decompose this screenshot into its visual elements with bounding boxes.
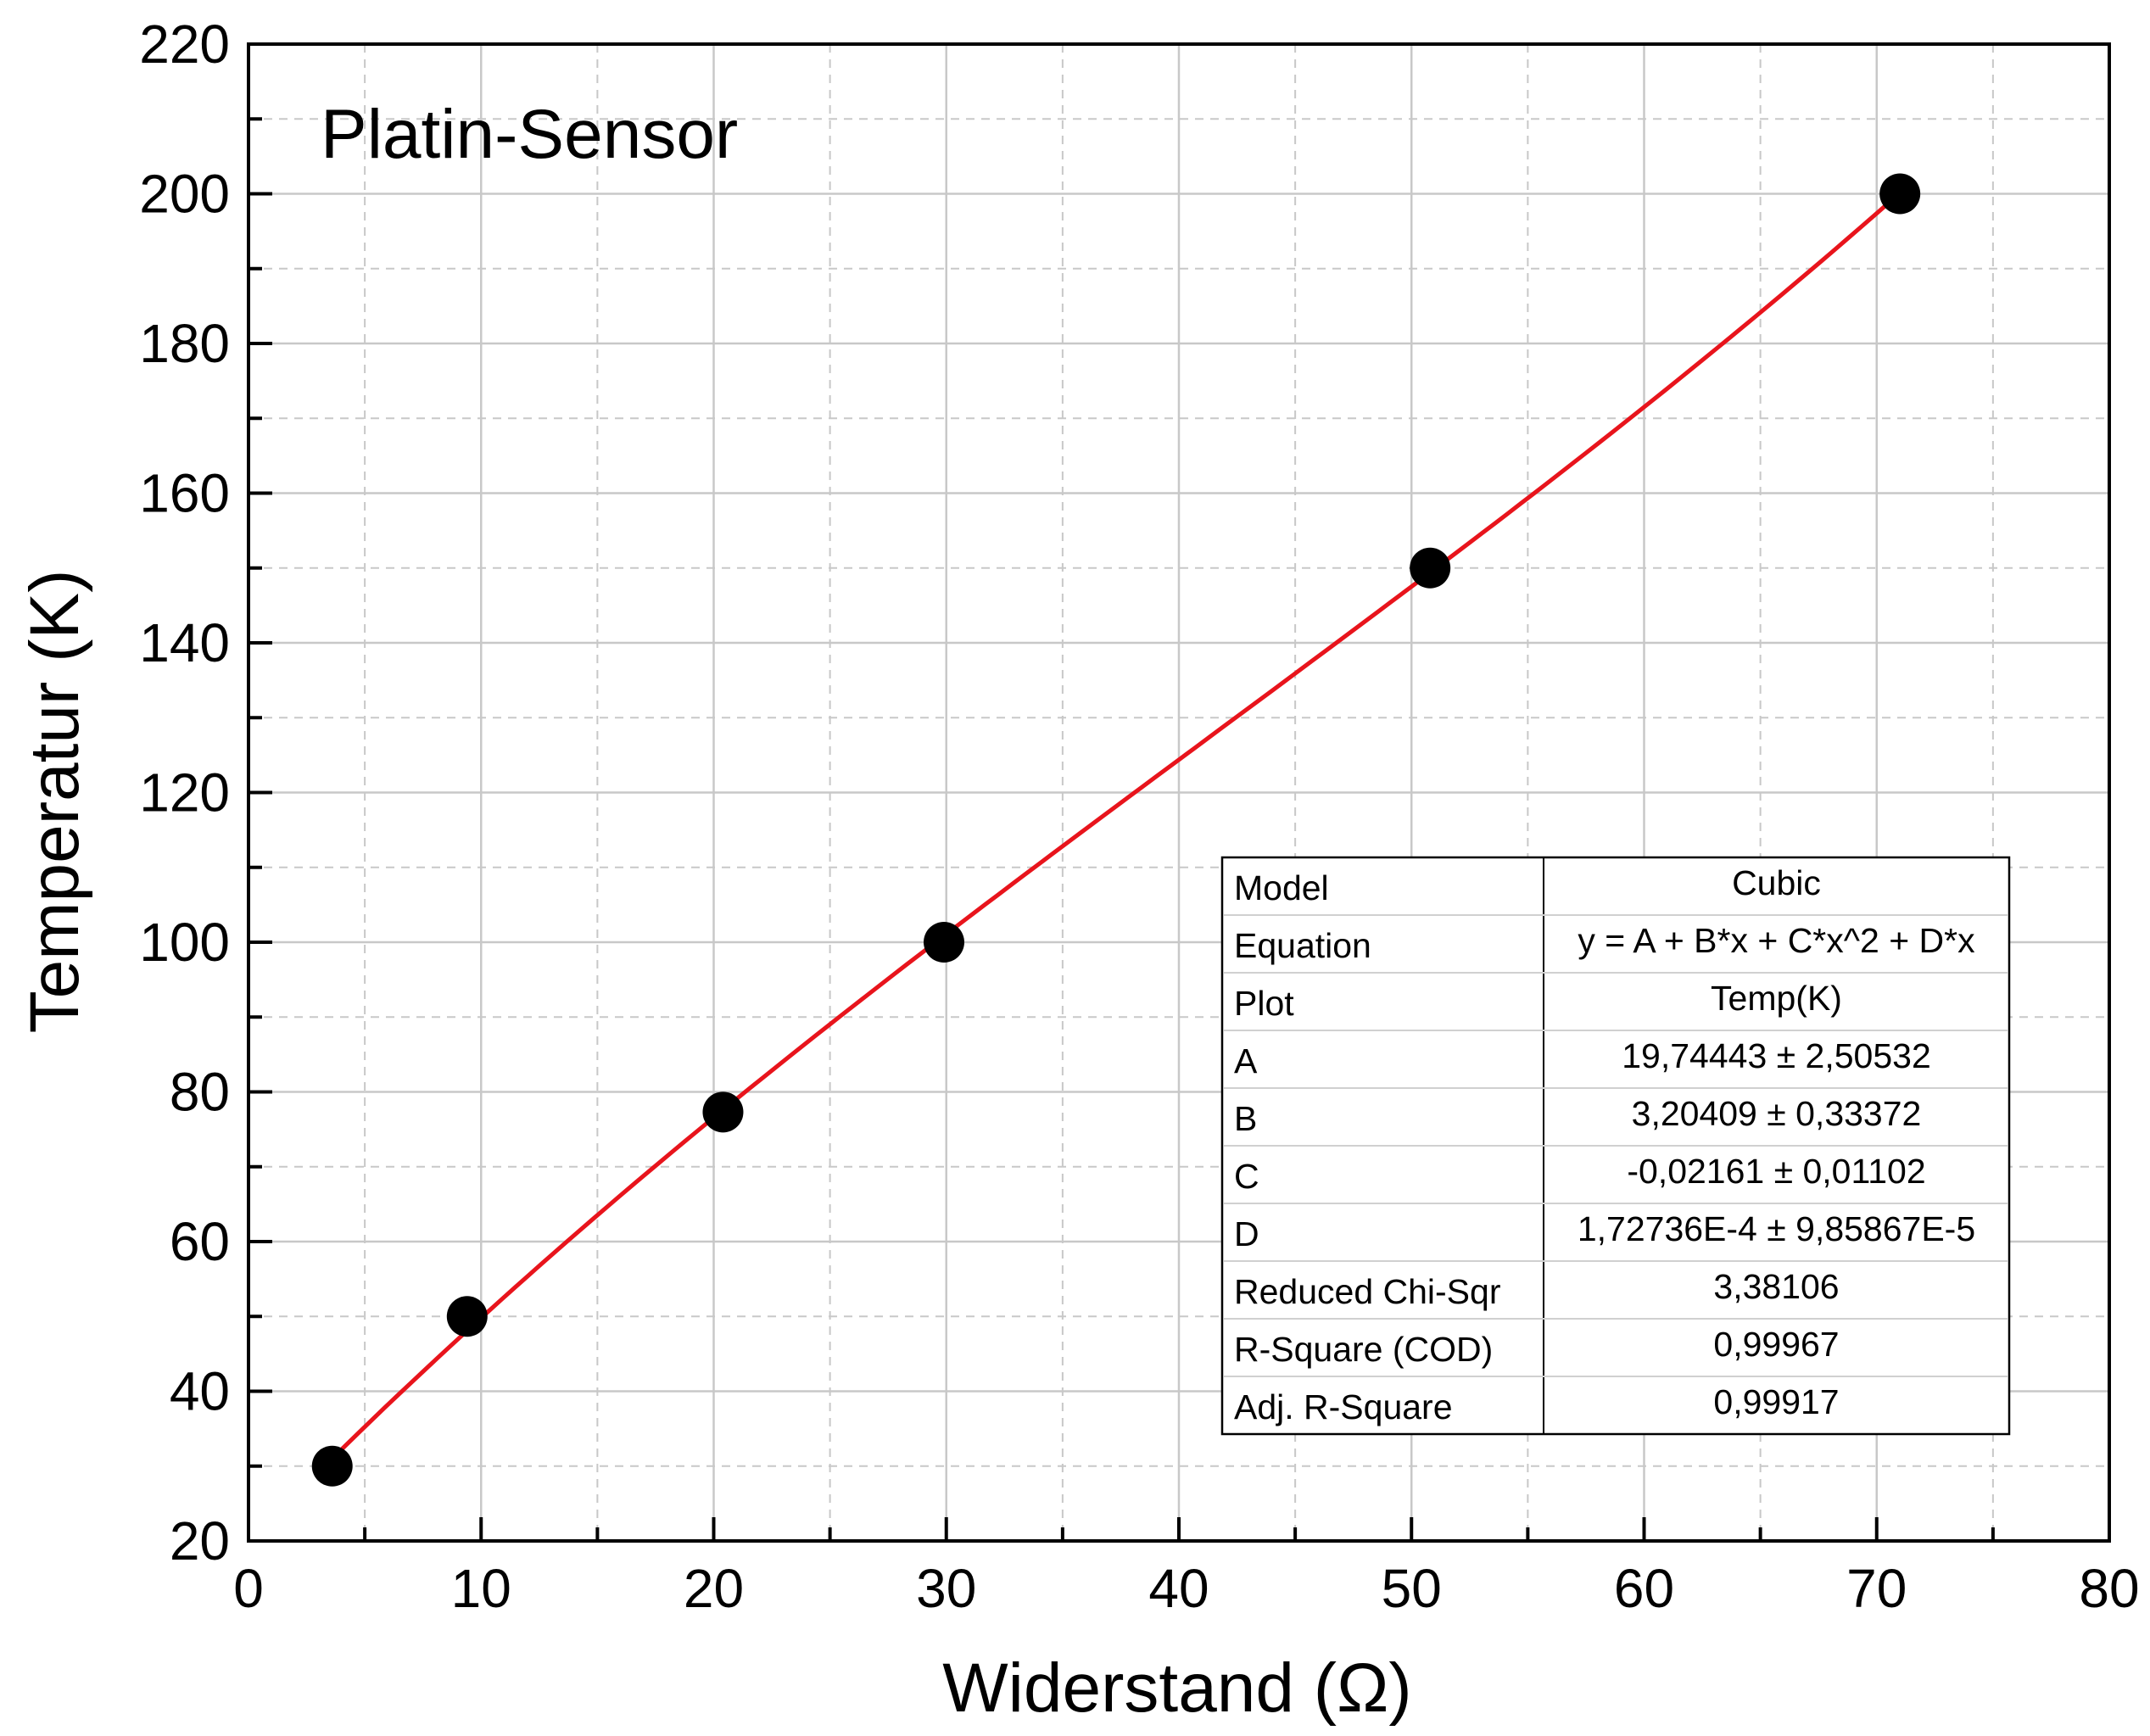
- fit-table-label: C: [1234, 1157, 1259, 1196]
- fit-table-label: Reduced Chi-Sqr: [1234, 1272, 1501, 1311]
- data-point: [924, 922, 965, 963]
- fit-table-label: A: [1234, 1041, 1258, 1080]
- x-tick-label: 60: [1614, 1558, 1674, 1619]
- y-tick-label: 180: [139, 313, 230, 374]
- fit-table-label: D: [1234, 1214, 1259, 1253]
- fit-curve: [330, 191, 1901, 1460]
- y-tick-label: 20: [170, 1510, 230, 1571]
- fit-results-table: Model Cubic Equation y = A + B*x + C*x^2 + …: [1220, 856, 2011, 1436]
- fit-table-label: R-Square (COD): [1234, 1330, 1493, 1369]
- fit-table-value: 0,99917: [1713, 1382, 1839, 1421]
- fit-table-label: Plot: [1234, 984, 1294, 1023]
- fit-table-value: Cubic: [1732, 863, 1821, 902]
- fit-table-value: 3,38106: [1713, 1267, 1839, 1306]
- x-tick-label: 40: [1148, 1558, 1209, 1619]
- ticks-layer: [247, 42, 2111, 1543]
- x-tick-label: 10: [451, 1558, 511, 1619]
- fit-table-label: Adj. R-Square: [1234, 1387, 1453, 1426]
- x-tick-label: 80: [2079, 1558, 2139, 1619]
- x-tick-label: 30: [916, 1558, 976, 1619]
- fit-table-value: 19,74443 ± 2,50532: [1622, 1036, 1931, 1075]
- fit-table-value: 3,20409 ± 0,33372: [1632, 1094, 1922, 1133]
- fit-table-value: -0,02161 ± 0,01102: [1627, 1152, 1925, 1191]
- fit-table-label: B: [1234, 1099, 1257, 1138]
- y-axis-title: Temperatur (K): [16, 570, 93, 1034]
- x-axis-title: Widerstand (Ω): [942, 1649, 1411, 1727]
- fit-table-value: 1,72736E-4 ± 9,85867E-5: [1578, 1209, 1975, 1248]
- y-tick-label: 160: [139, 463, 230, 524]
- fit-table-value: Temp(K): [1711, 979, 1842, 1018]
- y-tick-label: 60: [170, 1211, 230, 1272]
- data-point: [1410, 547, 1451, 589]
- data-point: [702, 1091, 744, 1133]
- fit-table-value: y = A + B*x + C*x^2 + D*x: [1578, 921, 1975, 960]
- fit-table-label: Equation: [1234, 926, 1371, 965]
- chart-title: Platin-Sensor: [321, 96, 738, 173]
- fit-layer: [330, 191, 1901, 1460]
- x-tick-label: 20: [684, 1558, 744, 1619]
- points-layer: [311, 173, 1921, 1487]
- data-point: [311, 1445, 353, 1487]
- y-tick-label: 80: [170, 1062, 230, 1123]
- y-tick-label: 100: [139, 912, 230, 973]
- y-tick-label: 120: [139, 762, 230, 823]
- x-tick-label: 50: [1382, 1558, 1442, 1619]
- fit-table-value: 0,99967: [1713, 1325, 1839, 1364]
- data-point: [446, 1296, 488, 1337]
- data-point: [1879, 173, 1921, 215]
- x-tick-label: 70: [1846, 1558, 1907, 1619]
- y-tick-label: 220: [139, 14, 230, 75]
- fit-table-label: Model: [1234, 868, 1329, 907]
- tick-labels-layer: 0 10 20 30 40 50 60 70 80 20 40 60 80 100 120 140 160 180…: [139, 14, 2139, 1619]
- y-tick-label: 140: [139, 612, 230, 673]
- y-tick-label: 40: [170, 1361, 230, 1422]
- y-tick-label: 200: [139, 164, 230, 225]
- x-tick-label: 0: [233, 1558, 264, 1619]
